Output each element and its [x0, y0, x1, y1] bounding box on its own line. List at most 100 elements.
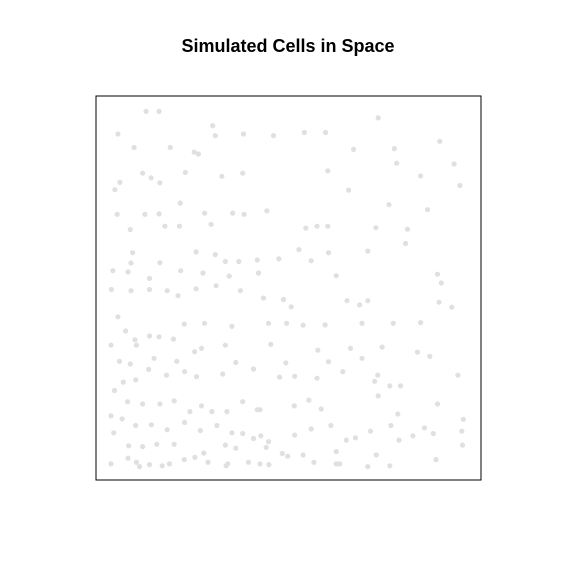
cell-point [151, 355, 157, 361]
cell-point [226, 273, 232, 279]
cell-point [424, 207, 431, 213]
cell-point [451, 161, 457, 167]
cell-point [193, 249, 199, 255]
cell-point [303, 225, 309, 231]
cell-point [436, 299, 442, 305]
cell-point [328, 422, 334, 429]
cell-point [146, 275, 153, 281]
cell-point [178, 268, 184, 274]
cell-point [288, 304, 294, 310]
cell-point [127, 227, 133, 233]
cell-point [315, 347, 321, 353]
cell-point [133, 377, 139, 383]
cell-point [131, 144, 137, 151]
cell-point [108, 461, 114, 467]
cell-point [311, 459, 317, 465]
cell-point [394, 160, 400, 166]
cell-point [437, 138, 443, 144]
cell-point [257, 461, 263, 467]
cell-point [396, 437, 402, 443]
cell-point [375, 115, 381, 121]
cell-point [325, 168, 331, 174]
points-layer [108, 108, 466, 470]
cell-point [397, 383, 404, 389]
cell-point [202, 320, 208, 326]
cell-point [365, 464, 371, 470]
cell-point [359, 320, 365, 326]
cell-point [133, 422, 139, 429]
cell-point [372, 378, 378, 384]
cell-point [402, 240, 409, 247]
cell-point [459, 442, 466, 448]
cell-point [258, 433, 264, 439]
cell-point [108, 413, 114, 419]
cell-point [301, 129, 307, 136]
cell-point [154, 441, 160, 447]
cell-point [240, 399, 246, 405]
cell-point [170, 336, 176, 342]
cell-point [375, 372, 381, 378]
cell-point [434, 271, 441, 277]
cell-point [223, 463, 229, 469]
cell-point [291, 403, 297, 409]
cell-point [270, 133, 277, 139]
cell-point [379, 344, 385, 350]
cell-point [292, 373, 298, 379]
cell-point [174, 358, 180, 364]
cell-point [112, 187, 118, 193]
cell-point [156, 108, 162, 114]
cell-point [265, 320, 272, 326]
cell-point [240, 430, 246, 437]
cell-point [110, 268, 116, 274]
cell-point [300, 322, 306, 328]
cell-point [148, 175, 154, 181]
cell-point [314, 223, 320, 229]
cell-point [115, 131, 121, 137]
cell-point [387, 463, 393, 469]
cell-point [254, 257, 260, 263]
cell-point [200, 270, 206, 276]
cell-point [198, 403, 205, 409]
cell-point [202, 210, 208, 216]
cell-point [166, 461, 173, 467]
cell-point [191, 149, 197, 155]
cell-point [222, 342, 228, 348]
cell-point [157, 401, 163, 407]
cell-point [373, 452, 379, 458]
cell-point [325, 359, 332, 365]
cell-point [125, 269, 131, 275]
cell-point [344, 298, 350, 304]
cell-point [459, 428, 465, 434]
cell-point [254, 407, 260, 413]
cell-point [241, 211, 247, 217]
cell-point [175, 293, 181, 299]
cell-point [125, 399, 131, 405]
cell-point [222, 258, 228, 265]
plot-frame [95, 95, 482, 481]
cell-point [123, 328, 129, 334]
cell-point [296, 247, 302, 253]
cell-point [205, 459, 211, 465]
cell-point [114, 211, 120, 217]
cell-point [198, 345, 205, 351]
cell-point [285, 453, 291, 459]
cell-point [219, 173, 225, 179]
cell-point [391, 146, 397, 152]
cell-point [260, 295, 267, 301]
cell-point [322, 129, 329, 136]
cell-point [177, 200, 183, 206]
cell-point [414, 349, 421, 355]
cell-point [237, 288, 243, 294]
cell-point [213, 283, 219, 289]
cell-point [176, 223, 183, 229]
cell-point [119, 416, 125, 422]
cell-point [193, 286, 199, 292]
cell-point [367, 428, 374, 434]
cell-point [128, 260, 134, 266]
cell-point [233, 445, 239, 451]
cell-point [434, 401, 441, 407]
cell-point [156, 334, 162, 340]
cell-point [280, 296, 287, 303]
cell-point [318, 406, 324, 412]
